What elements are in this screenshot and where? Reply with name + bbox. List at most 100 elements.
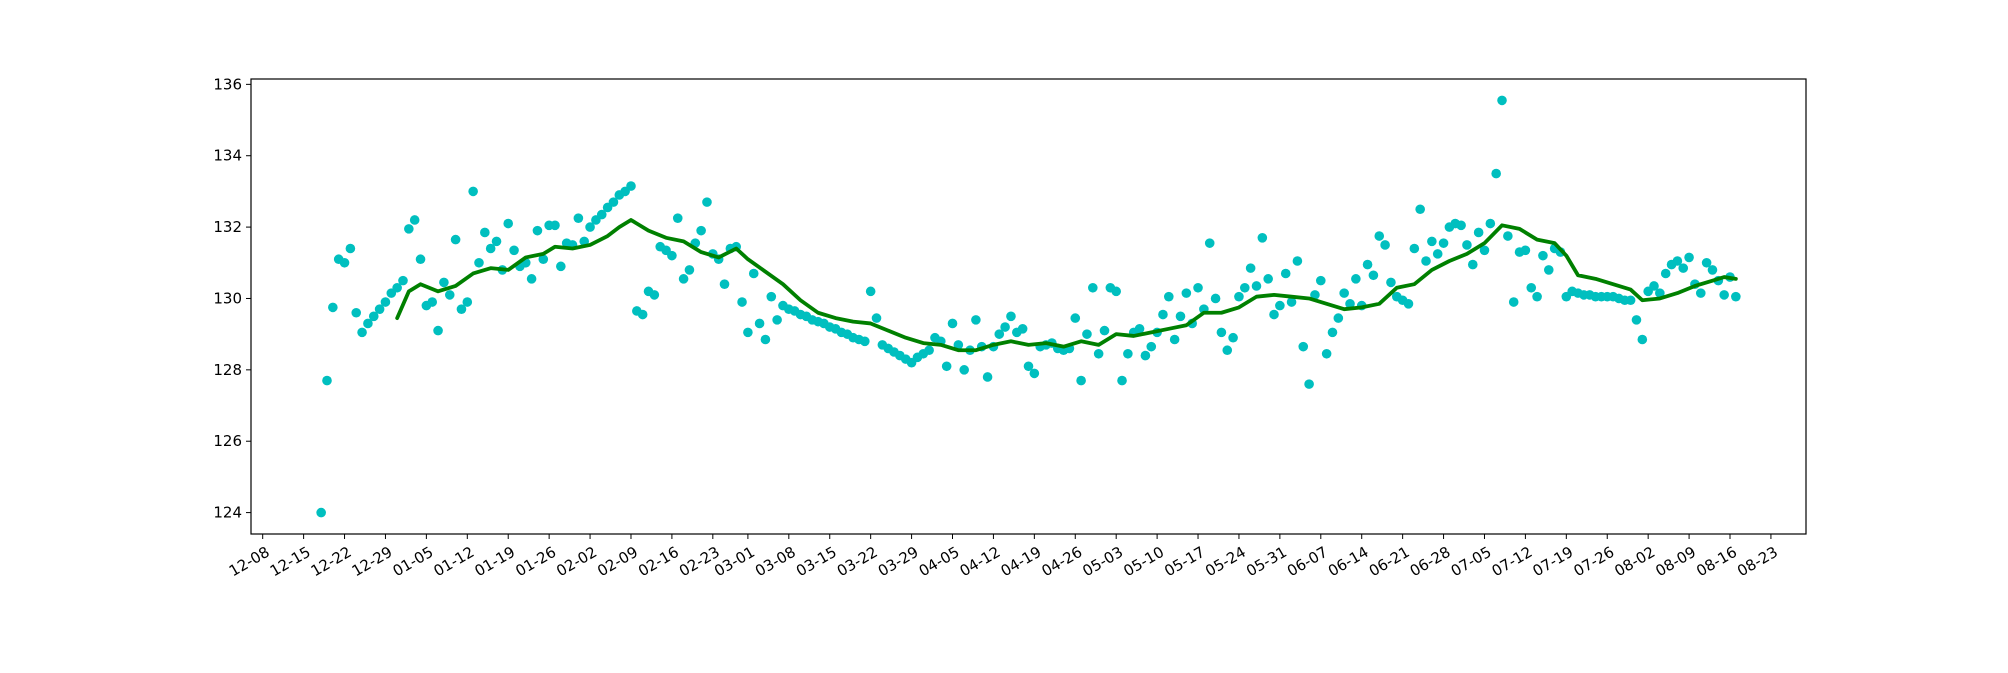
scatter-point [1017, 324, 1028, 334]
scatter-point [672, 213, 683, 223]
scatter-point [1006, 311, 1016, 322]
scatter-point [1432, 249, 1443, 259]
scatter-point [702, 197, 712, 207]
scatter-point [345, 243, 356, 254]
scatter-point [959, 365, 969, 375]
scatter-point [1327, 327, 1338, 338]
scatter-point [1520, 245, 1531, 256]
scatter-point [1280, 268, 1291, 279]
scatter-point [1415, 204, 1425, 215]
scatter-point [696, 225, 706, 236]
scatter-point [1467, 259, 1478, 270]
scatter-point [737, 297, 747, 307]
scatter-point [1625, 295, 1636, 306]
scatter-point [1315, 275, 1326, 286]
y-tick-label: 124 [213, 504, 242, 522]
scatter-point [1146, 341, 1157, 352]
scatter-point [368, 311, 379, 322]
scatter-point [1701, 257, 1712, 268]
scatter-point [1631, 315, 1642, 325]
scatter-point [1351, 274, 1361, 284]
scatter-point [743, 327, 753, 338]
scatter-point [363, 318, 373, 329]
scatter-point [1234, 291, 1244, 302]
scatter-point [439, 277, 449, 288]
scatter-point [1438, 238, 1449, 248]
y-tick-label: 136 [213, 75, 242, 93]
scatter-point [766, 291, 777, 302]
scatter-point [1275, 300, 1285, 311]
scatter-point [1543, 265, 1554, 275]
scatter-point [667, 250, 677, 261]
scatter-point [585, 222, 595, 232]
scatter-point [538, 254, 549, 265]
scatter-point [322, 375, 332, 386]
scatter-point [398, 275, 408, 286]
scatter-point [1269, 309, 1279, 320]
scatter-point [1427, 236, 1437, 247]
y-tick-label: 130 [213, 289, 242, 307]
scatter-point [351, 307, 362, 318]
scatter-point [1023, 361, 1034, 372]
scatter-point [1695, 288, 1706, 298]
scatter-point [433, 325, 443, 336]
scatter-point [754, 318, 765, 329]
scatter-point [772, 315, 782, 325]
scatter-point [953, 340, 964, 350]
y-tick-label: 134 [213, 147, 242, 165]
scatter-point [1637, 334, 1648, 345]
scatter-point [1000, 322, 1010, 332]
scatter-point [1088, 282, 1098, 293]
scatter-point [1672, 256, 1683, 266]
scatter-point [719, 279, 730, 289]
scatter-point [1134, 324, 1145, 334]
scatter-point [1286, 297, 1297, 307]
scatter-point [1526, 282, 1537, 293]
scatter-point [1175, 311, 1186, 322]
scatter-point [480, 227, 490, 238]
scatter-point [404, 224, 414, 234]
scatter-point [947, 318, 958, 329]
scatter-point [1491, 168, 1501, 179]
scatter-point [649, 290, 660, 300]
scatter-point [684, 265, 695, 275]
scatter-point [1362, 259, 1373, 270]
y-tick-label: 128 [213, 361, 242, 379]
scatter-point [637, 309, 648, 320]
scatter-point [409, 215, 420, 225]
scatter-point [503, 218, 514, 229]
scatter-point [456, 304, 467, 314]
scatter-point [427, 297, 438, 307]
scatter-point [1222, 345, 1233, 356]
scatter-point [1421, 256, 1431, 266]
scatter-point [941, 361, 952, 372]
scatter-point [550, 220, 560, 231]
scatter-point [1684, 252, 1694, 263]
scatter-point [1719, 290, 1729, 300]
scatter-point [532, 225, 543, 236]
scatter-point [1503, 231, 1513, 241]
scatter-point [380, 297, 391, 307]
scatter-point [509, 245, 519, 256]
scatter-point [1245, 263, 1256, 273]
scatter-point [1257, 233, 1268, 243]
scatter-point [526, 274, 537, 284]
y-tick-label: 132 [213, 218, 242, 236]
scatter-point [596, 209, 607, 220]
scatter-point [1076, 375, 1086, 386]
scatter-point [450, 234, 461, 245]
scatter-point [1070, 313, 1081, 323]
scatter-point [1298, 341, 1309, 352]
scatter-point [1263, 274, 1273, 284]
scatter-point [1228, 332, 1238, 343]
scatter-point [1204, 238, 1215, 248]
scatter-point [608, 197, 619, 207]
scatter-point [415, 254, 426, 265]
scatter-point [1462, 240, 1472, 250]
scatter-point [1123, 348, 1133, 359]
scatter-point [1210, 293, 1221, 304]
scatter-point [556, 261, 566, 272]
scatter-point [1099, 325, 1110, 336]
scatter-point [1082, 329, 1092, 339]
